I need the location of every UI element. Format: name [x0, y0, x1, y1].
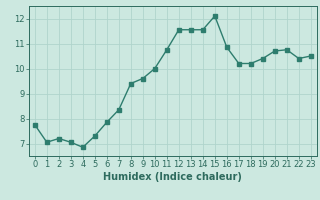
X-axis label: Humidex (Indice chaleur): Humidex (Indice chaleur)	[103, 172, 242, 182]
